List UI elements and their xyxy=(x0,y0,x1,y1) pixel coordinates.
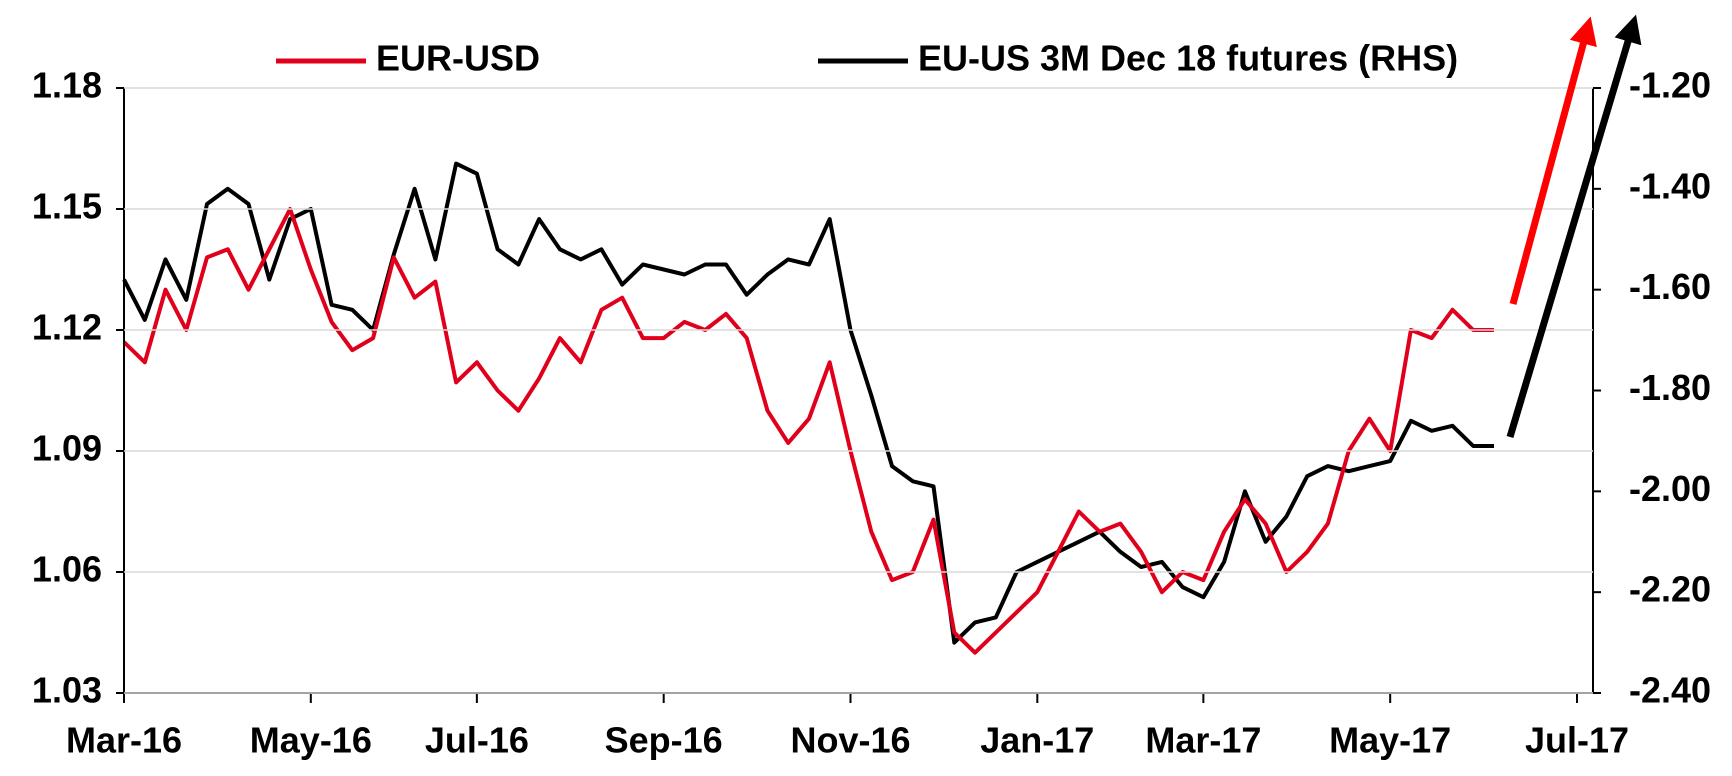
y-tick-label: 1.09 xyxy=(32,428,102,469)
arrow xyxy=(1506,14,1642,439)
y2-tick-label: -1.40 xyxy=(1629,165,1711,206)
x-tick-label: Mar-16 xyxy=(66,720,182,761)
x-tick-label: Mar-17 xyxy=(1145,720,1261,761)
y2-tick-label: -1.80 xyxy=(1629,367,1711,408)
y-tick-label: 1.12 xyxy=(32,307,102,348)
y-tick-label: 1.15 xyxy=(32,186,102,227)
arrow xyxy=(1509,16,1597,305)
series-line xyxy=(122,207,1494,655)
y-tick-label: 1.18 xyxy=(32,65,102,106)
y-tick-label: 1.03 xyxy=(32,670,102,711)
x-tick-label: Sep-16 xyxy=(605,720,723,761)
y2-tick-label: -2.20 xyxy=(1629,569,1711,610)
legend-label: EU-US 3M Dec 18 futures (RHS) xyxy=(918,38,1458,79)
y2-tick-label: -1.60 xyxy=(1629,266,1711,307)
x-tick-label: Jul-17 xyxy=(1525,720,1629,761)
y2-tick-label: -2.40 xyxy=(1629,670,1711,711)
y2-tick-label: -1.20 xyxy=(1629,65,1711,106)
x-tick-label: Jul-16 xyxy=(425,720,529,761)
y-tick-label: 1.06 xyxy=(32,549,102,590)
series-line xyxy=(122,161,1494,645)
x-tick-label: Nov-16 xyxy=(790,720,910,761)
x-tick-label: May-17 xyxy=(1329,720,1451,761)
y2-tick-label: -2.00 xyxy=(1629,468,1711,509)
legend-label: EUR-USD xyxy=(376,38,540,79)
x-tick-label: May-16 xyxy=(250,720,372,761)
x-tick-label: Jan-17 xyxy=(980,720,1094,761)
